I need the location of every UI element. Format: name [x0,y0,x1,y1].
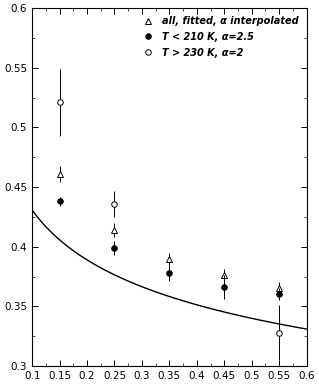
Legend: all, fitted, α interpolated, T < 210 K, α=2.5, T > 230 K, α=2: all, fitted, α interpolated, T < 210 K, … [135,13,302,60]
